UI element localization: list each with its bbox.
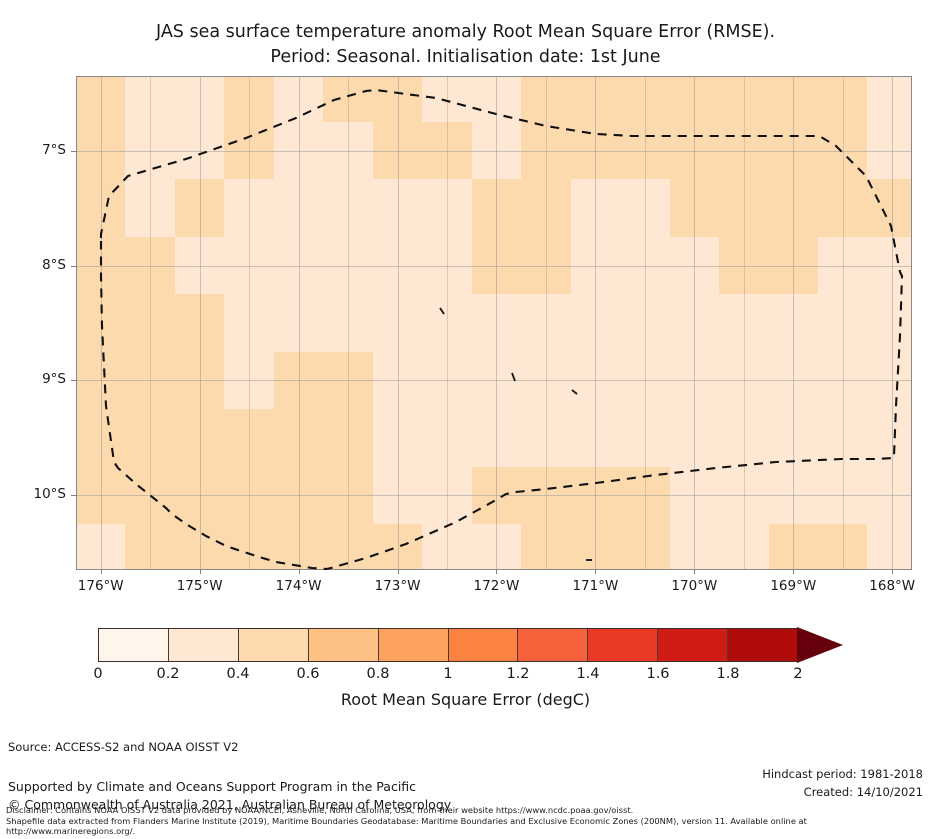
x-tick-mark	[199, 570, 201, 574]
heatmap-cell	[867, 76, 912, 123]
x-tick-label: 173°W	[374, 578, 421, 594]
island-marker-atoll	[571, 389, 578, 395]
heatmap-cell	[867, 294, 912, 353]
colorbar-tick-label: 0.6	[296, 666, 320, 682]
figure-title: JAS sea surface temperature anomaly Root…	[0, 20, 931, 70]
gridline-vertical-minor	[545, 76, 547, 570]
x-tick-mark	[298, 570, 300, 574]
gridline-vertical-major	[793, 76, 795, 570]
colorbar-band	[658, 629, 729, 661]
x-tick-mark	[694, 570, 696, 574]
colorbar-band	[378, 629, 449, 661]
colorbar-tick-label: 1.6	[646, 666, 670, 682]
x-tick-label: 172°W	[473, 578, 520, 594]
gridline-vertical-major	[694, 76, 696, 570]
y-tick-mark	[71, 380, 76, 382]
gridline-vertical-minor	[743, 76, 745, 570]
colorbar-bands[interactable]	[98, 628, 798, 662]
gridline-vertical-minor	[348, 76, 350, 570]
x-tick-label: 170°W	[671, 578, 718, 594]
gridline-horizontal-major	[76, 265, 912, 267]
colorbar-tick-label: 0.4	[226, 666, 250, 682]
map-axes	[76, 76, 912, 570]
colorbar-tick-label: 0.8	[366, 666, 390, 682]
figure-title-line1: JAS sea surface temperature anomaly Root…	[155, 22, 776, 42]
x-tick-mark	[595, 570, 597, 574]
disclaimer: Disclaimer: Contains NOAA OISST V2 data …	[6, 805, 931, 837]
colorbar-band	[238, 629, 309, 661]
colorbar-band	[168, 629, 239, 661]
support-line-1: Supported by Climate and Oceans Support …	[8, 779, 417, 794]
colorbar-tick-label: 0	[93, 666, 103, 682]
colorbar-tick-label: 0.2	[156, 666, 180, 682]
island-markers	[439, 307, 592, 561]
colorbar-extend-arrow	[797, 627, 843, 663]
copyright-line: © Commonwealth of Australia 2021, Austra…	[8, 796, 452, 812]
gridline-vertical-minor	[249, 76, 251, 570]
y-tick-mark	[71, 150, 76, 152]
x-tick-label: 169°W	[770, 578, 817, 594]
disclaimer-line-2: Shapefile data extracted from Flanders M…	[6, 815, 807, 826]
y-tick-mark	[71, 265, 76, 267]
gridline-horizontal-major	[76, 495, 912, 497]
colorbar-tick-label: 1.4	[576, 666, 600, 682]
colorbar-axis-label: Root Mean Square Error (degC)	[340, 690, 591, 709]
colorbar-tick-label: 1.8	[716, 666, 740, 682]
gridline-vertical-major	[496, 76, 498, 570]
hindcast-period: Hindcast period: 1981-2018	[762, 767, 923, 781]
colorbar-tick-label: 1	[443, 666, 453, 682]
source-note: Source: ACCESS-S2 and NOAA OISST V2	[8, 740, 239, 754]
gridline-vertical-major	[298, 76, 300, 570]
y-tick-mark	[71, 495, 76, 497]
colorbar[interactable]	[98, 627, 843, 663]
gridline-horizontal-major	[76, 380, 912, 382]
colorbar-band	[448, 629, 519, 661]
gridline-vertical-major	[397, 76, 399, 570]
island-marker-fakaofo	[511, 372, 516, 382]
colorbar-band	[588, 629, 659, 661]
colorbar-tick-label: 2	[793, 666, 803, 682]
gridline-vertical-minor	[842, 76, 844, 570]
colorbar-band	[518, 629, 589, 661]
support-note: Supported by Climate and Oceans Support …	[8, 778, 451, 814]
disclaimer-line-1: Disclaimer: Contains NOAA OISST V2 data …	[6, 805, 634, 815]
island-marker-nukunonu	[439, 307, 445, 315]
x-tick-mark	[793, 570, 795, 574]
disclaimer-line-3: http://www.marineregions.org/.	[6, 826, 136, 837]
gridline-vertical-minor	[447, 76, 448, 570]
x-tick-mark	[496, 570, 498, 574]
heatmap-cell	[867, 179, 912, 238]
gridline-vertical-major	[199, 76, 201, 570]
gridline-horizontal-major	[76, 150, 912, 152]
colorbar-tick-label: 1.2	[506, 666, 530, 682]
x-tick-mark	[892, 570, 894, 574]
heatmap-cell	[867, 524, 912, 570]
colorbar-band	[99, 629, 169, 661]
x-tick-label: 174°W	[275, 578, 322, 594]
y-tick-label: 7°S	[42, 141, 66, 158]
x-tick-mark	[397, 570, 399, 574]
x-tick-label: 176°W	[77, 578, 124, 594]
eez-boundary-overlay	[76, 76, 912, 570]
y-tick-label: 10°S	[33, 486, 67, 503]
y-tick-label: 8°S	[42, 256, 66, 273]
y-tick-label: 9°S	[42, 371, 66, 388]
x-tick-label: 175°W	[176, 578, 223, 594]
gridline-vertical-minor	[644, 76, 646, 570]
figure-title-line2: Period: Seasonal. Initialisation date: 1…	[270, 46, 661, 67]
eez-boundary-line	[101, 90, 902, 569]
created-date: Created: 14/10/2021	[803, 784, 923, 799]
x-tick-mark	[100, 570, 102, 574]
gridline-vertical-minor	[150, 76, 152, 570]
colorbar-band	[308, 629, 379, 661]
gridline-vertical-major	[892, 76, 894, 570]
x-tick-label: 171°W	[572, 578, 619, 594]
x-tick-label: 168°W	[869, 578, 916, 594]
colorbar-band	[728, 629, 798, 661]
metadata-note: Hindcast period: 1981-2018 Created: 14/1…	[762, 766, 923, 802]
gridline-vertical-major	[595, 76, 597, 570]
